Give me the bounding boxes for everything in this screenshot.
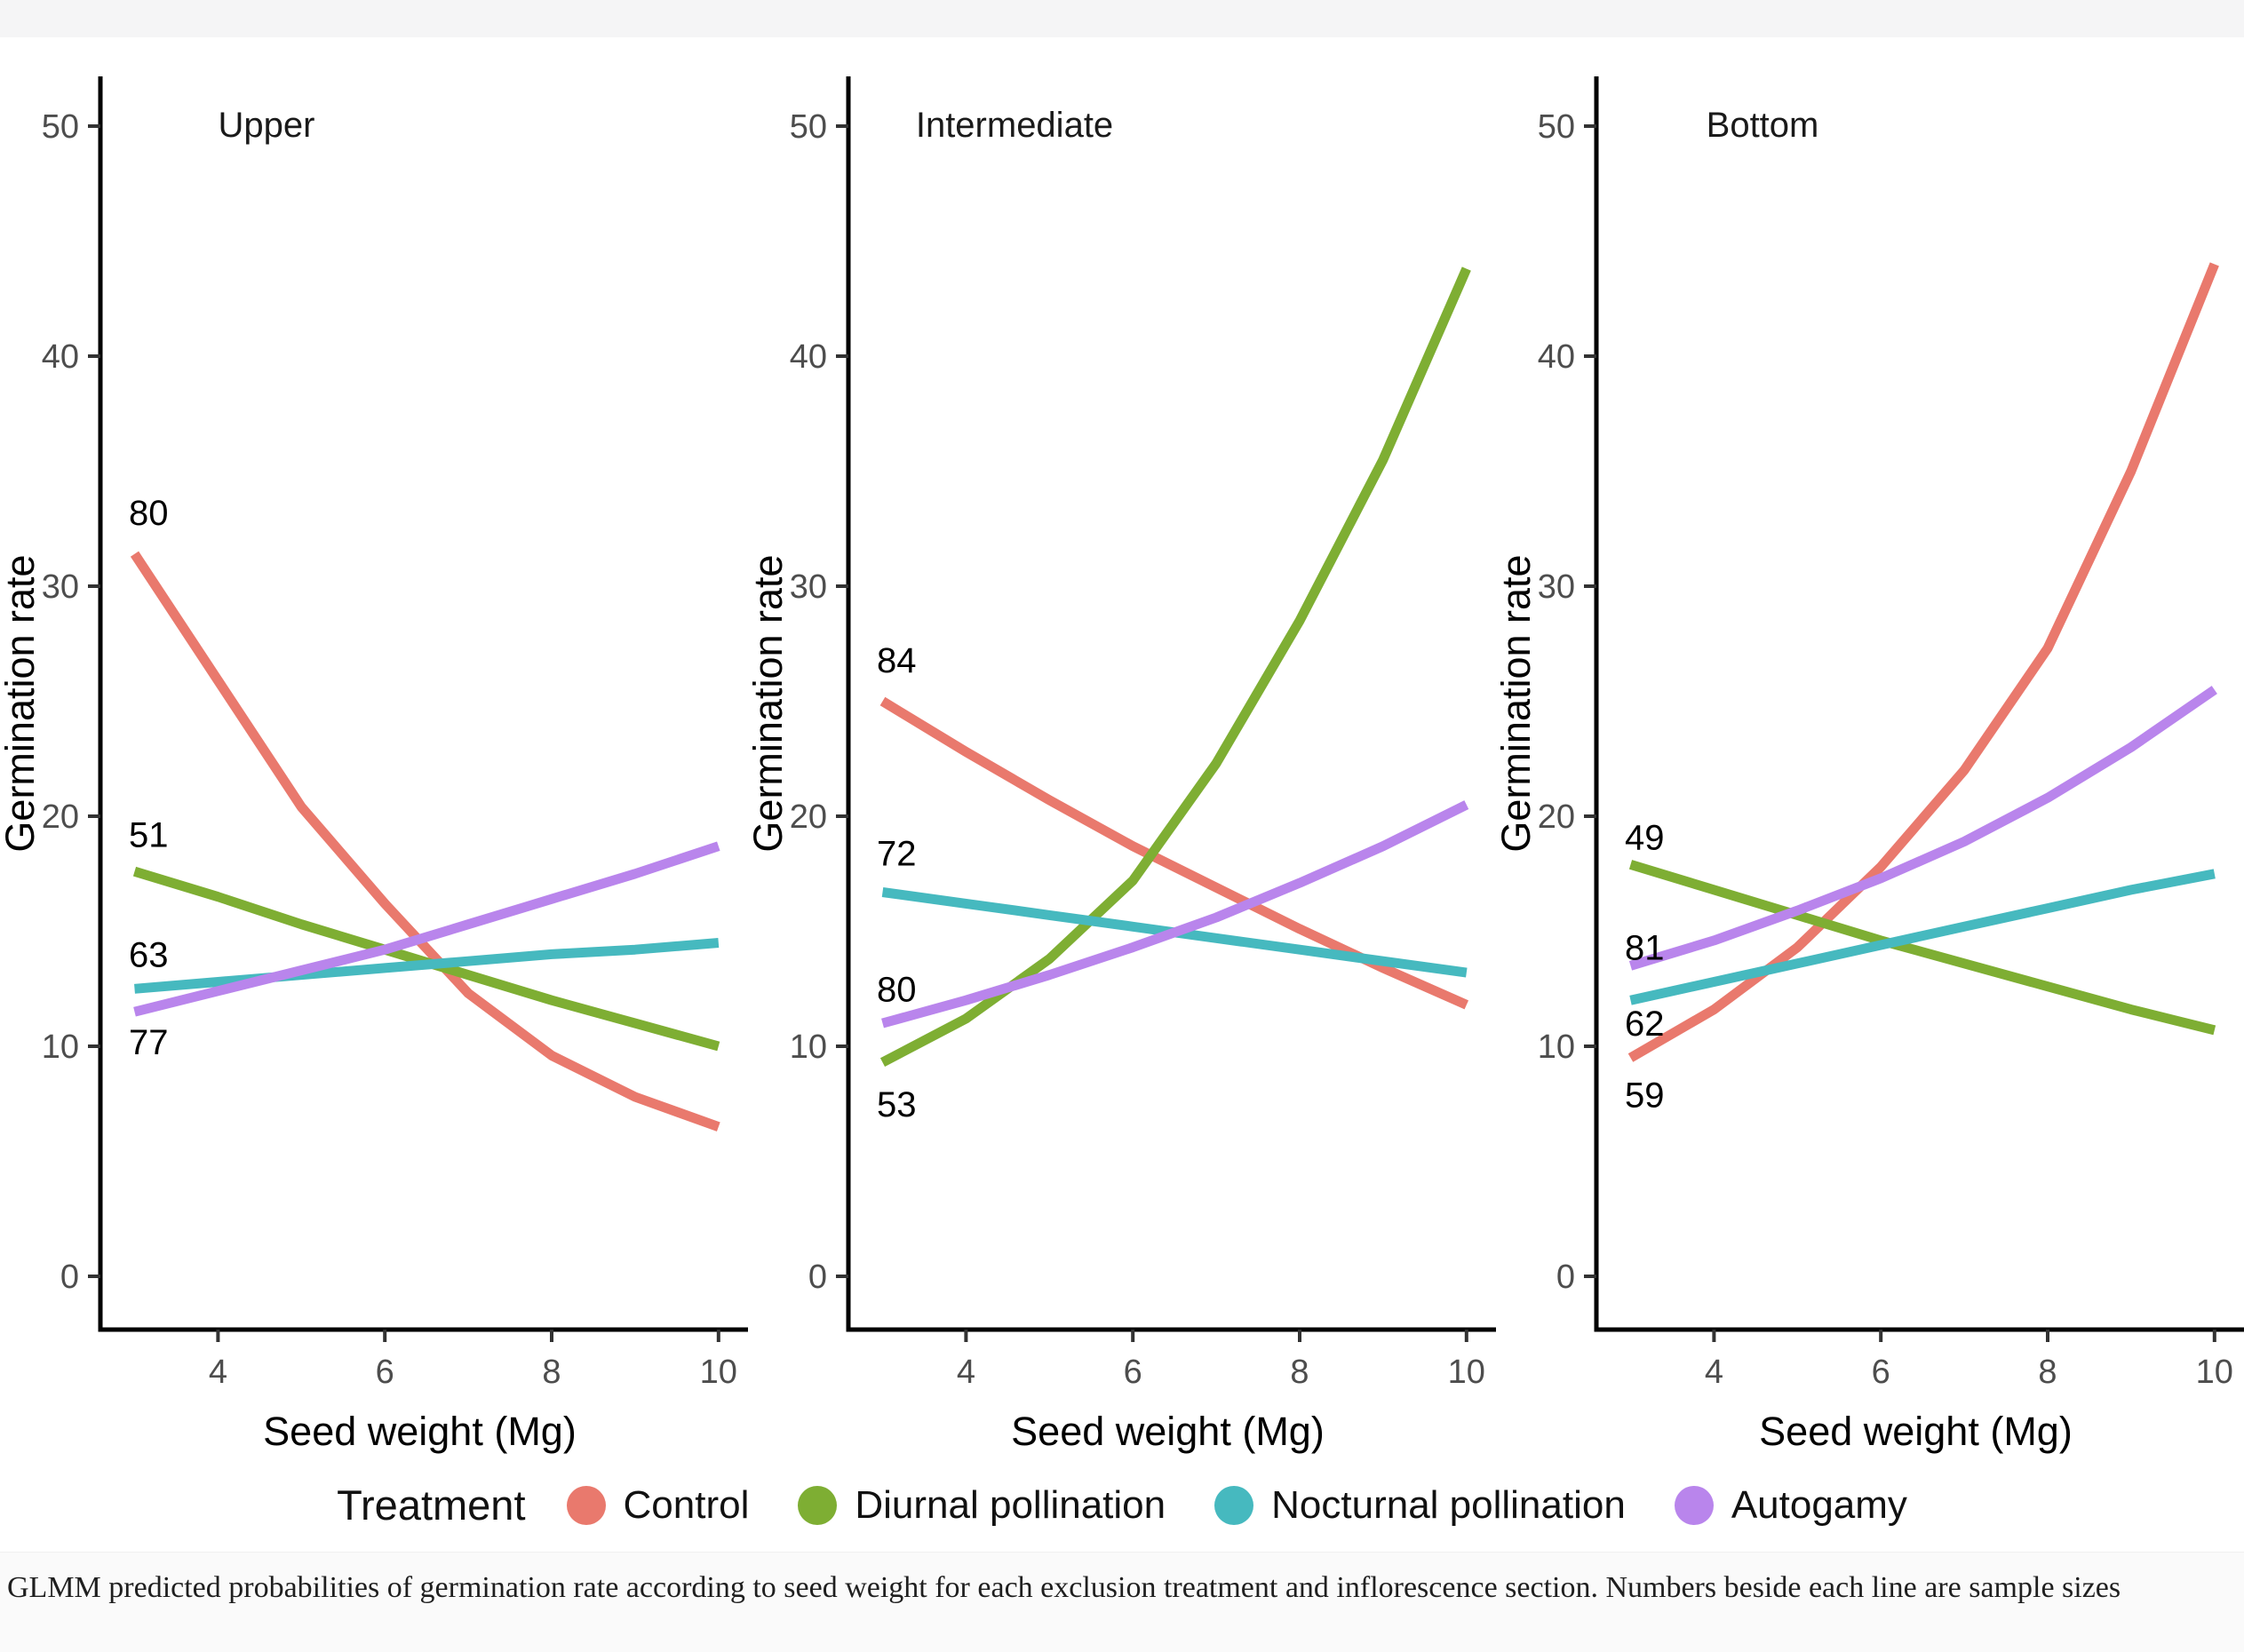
legend-item-diurnal-pollination: Diurnal pollination (798, 1483, 1166, 1528)
series-line-autogamy (1628, 686, 2217, 971)
y-tick-label: 20 (1538, 798, 1575, 836)
y-axis-title: Germination rate (1496, 554, 1539, 852)
x-tick-label: 8 (1290, 1354, 1309, 1391)
sample-size-label: 49 (1625, 818, 1665, 857)
sample-size-label: 53 (877, 1085, 917, 1124)
series-line-diurnal-pollination (132, 866, 720, 1052)
sample-size-label: 81 (1625, 929, 1665, 968)
y-tick-label: 30 (1538, 568, 1575, 606)
x-tick-label: 4 (957, 1354, 975, 1391)
legend-key-dot-icon (566, 1485, 606, 1525)
panel-title-intermediate: Intermediate (916, 106, 1113, 145)
x-tick-label: 8 (2038, 1354, 2057, 1391)
series-line-autogamy (133, 841, 720, 1017)
series-line-autogamy (881, 800, 1469, 1029)
sample-size-label: 84 (877, 641, 917, 680)
x-tick-label: 10 (2196, 1354, 2233, 1391)
sample-size-label: 51 (129, 816, 169, 855)
series-line-nocturnal-pollination (134, 938, 720, 994)
y-tick-label: 10 (790, 1029, 827, 1066)
x-tick-label: 4 (209, 1354, 227, 1391)
legend-items: Control Diurnal pollination Nocturnal poll… (566, 1482, 1907, 1528)
panel-title-upper: Upper (219, 106, 315, 145)
figure-caption: GLMM predicted probabilities of germinat… (7, 1571, 2121, 1604)
legend-item-label: Control (623, 1482, 750, 1527)
y-tick-label: 10 (1538, 1029, 1575, 1066)
x-tick-label: 10 (1448, 1354, 1485, 1391)
y-tick-label: 0 (60, 1259, 79, 1296)
y-tick-label: 40 (42, 338, 79, 376)
sample-size-label: 72 (877, 834, 917, 873)
legend-key-dot-icon (798, 1485, 838, 1525)
y-tick-label: 0 (1556, 1259, 1575, 1296)
x-axis-title: Seed weight (Mg) (1759, 1409, 2073, 1454)
series-line-diurnal-pollination (879, 266, 1471, 1067)
legend-title: Treatment (337, 1481, 526, 1529)
x-tick-label: 4 (1705, 1354, 1723, 1391)
y-tick-label: 0 (808, 1259, 827, 1296)
x-tick-label: 6 (1872, 1354, 1890, 1391)
legend-item-label: Diurnal pollination (855, 1482, 1166, 1527)
x-axis-title: Seed weight (Mg) (1011, 1409, 1325, 1454)
series-line-nocturnal-pollination (1629, 869, 2216, 1005)
x-tick-label: 10 (700, 1354, 737, 1391)
y-tick-label: 40 (1538, 338, 1575, 376)
panel-intermediate: Intermediate 0 10 20 30 40 50 4 6 8 10 Seed weight … (748, 76, 1496, 1454)
figure: Upper 0 10 20 30 40 50 4 6 8 10 Seed weight (Mg) Ger… (0, 37, 2244, 1552)
y-tick-label: 20 (42, 798, 79, 836)
x-tick-label: 6 (376, 1354, 394, 1391)
series-line-control (1627, 262, 2219, 1062)
sample-size-label: 63 (129, 935, 169, 974)
y-tick-label: 30 (790, 568, 827, 606)
panel-bottom: Bottom 0 10 20 30 40 50 4 6 8 10 Seed weight (Mg) Ge… (1496, 76, 2244, 1454)
y-tick-label: 10 (42, 1029, 79, 1066)
x-tick-label: 8 (542, 1354, 561, 1391)
legend-key-dot-icon (1214, 1485, 1254, 1525)
y-tick-label: 40 (790, 338, 827, 376)
x-axis-title: Seed weight (Mg) (263, 1409, 577, 1454)
legend-key-dot-icon (1674, 1485, 1714, 1525)
legend-item-autogamy: Autogamy (1674, 1482, 1907, 1528)
sample-size-label: 62 (1625, 1005, 1665, 1044)
caption-area: GLMM predicted probabilities of germinat… (0, 1552, 2244, 1652)
sample-size-label: 80 (129, 494, 169, 533)
facet-panels: Upper 0 10 20 30 40 50 4 6 8 10 Seed weight (Mg) Ger… (0, 37, 2244, 1458)
series-line-control (130, 551, 720, 1132)
legend-item-control: Control (566, 1482, 750, 1528)
panel-title-bottom: Bottom (1707, 106, 1819, 145)
y-tick-label: 50 (42, 108, 79, 146)
sample-size-label: 80 (877, 970, 917, 1009)
y-axis-title: Germination rate (0, 554, 43, 852)
x-tick-label: 6 (1124, 1354, 1142, 1391)
panel-upper: Upper 0 10 20 30 40 50 4 6 8 10 Seed weight (Mg) Ger… (0, 76, 748, 1454)
y-tick-label: 50 (1538, 108, 1575, 146)
top-margin-strip (0, 0, 2244, 37)
series-line-diurnal-pollination (1628, 860, 2216, 1036)
y-axis-title: Germination rate (748, 554, 791, 852)
sample-size-label: 77 (129, 1023, 169, 1062)
sample-size-label: 59 (1625, 1076, 1665, 1115)
y-tick-label: 20 (790, 798, 827, 836)
legend-item-nocturnal-pollination: Nocturnal pollination (1214, 1483, 1626, 1528)
y-tick-label: 30 (42, 568, 79, 606)
legend-item-label: Autogamy (1731, 1482, 1907, 1527)
legend-item-label: Nocturnal pollination (1271, 1482, 1626, 1527)
legend: Treatment Control Diurnal pollination Noct… (0, 1458, 2244, 1552)
y-tick-label: 50 (790, 108, 827, 146)
